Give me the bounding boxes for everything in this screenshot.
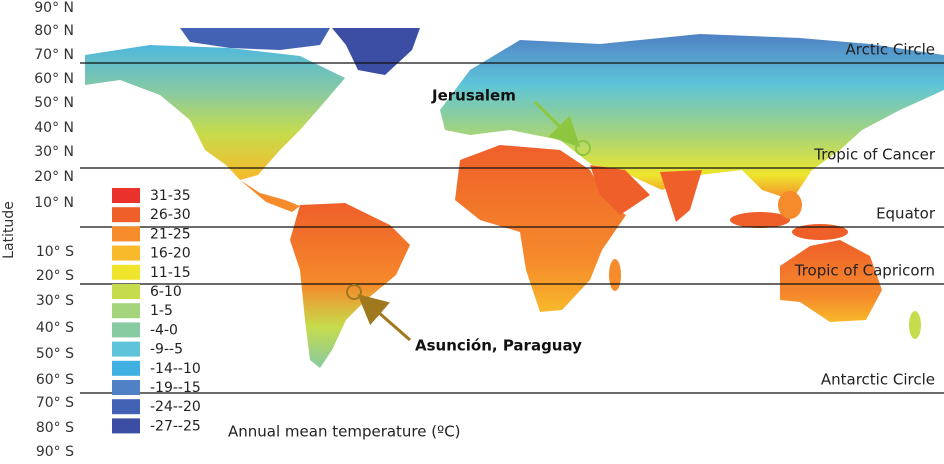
latitude-label: 70° S xyxy=(36,395,74,411)
latitude-label: 80° N xyxy=(34,23,74,39)
reference-line-label: Tropic of Cancer xyxy=(813,146,936,164)
legend-swatch xyxy=(112,360,140,376)
legend-swatch xyxy=(112,188,140,203)
latitude-labels: 90° N 80° N 70° N 60° N 50° N 40° N 30° N 20° N… xyxy=(34,0,74,460)
latitude-label: 80° S xyxy=(36,420,74,436)
islands xyxy=(778,191,802,219)
axis-label: Latitude xyxy=(1,201,17,259)
latitude-label: 50° S xyxy=(36,346,74,362)
legend-swatch xyxy=(112,264,140,280)
annotation: Jerusalem xyxy=(431,87,516,105)
legend-label: 11-15 xyxy=(150,265,191,281)
latitude-label: 20° N xyxy=(34,169,74,185)
arrow xyxy=(357,294,411,342)
latitude-label: 50° N xyxy=(34,95,74,111)
reference-line-label: Equator xyxy=(876,205,936,223)
latitude-label: 40° S xyxy=(36,320,74,336)
latitude-label: 60° S xyxy=(36,372,74,388)
legend-swatch xyxy=(112,207,140,223)
latitude-label: 10° N xyxy=(34,195,74,211)
north-america xyxy=(85,45,345,180)
legend-title: Annual mean temperature (ºC) xyxy=(228,423,461,441)
latitude-label: 60° N xyxy=(34,71,74,87)
legend: 31-35 26-30 21-25 16-20 11-15 6-10 1-5 -4-0 -9--… xyxy=(112,188,201,434)
madagascar xyxy=(609,259,621,291)
reference-line-label: Arctic Circle xyxy=(845,41,935,59)
arctic-islands xyxy=(180,28,330,50)
latitude-label: 30° S xyxy=(36,293,74,309)
latitude-label: 10° S xyxy=(36,244,74,260)
location-marker xyxy=(575,140,591,156)
legend-label: 1-5 xyxy=(150,303,173,319)
legend-label: 21-25 xyxy=(150,226,191,242)
africa xyxy=(455,145,626,312)
arabia xyxy=(590,165,650,215)
legend-label: -4-0 xyxy=(150,322,178,338)
legend-swatch xyxy=(112,245,140,261)
legend-swatch xyxy=(112,284,140,299)
latitude-label: 40° N xyxy=(34,120,74,136)
islands xyxy=(730,212,790,228)
greenland xyxy=(332,28,420,75)
legend-swatch xyxy=(112,226,140,242)
latitude-label: 70° N xyxy=(34,47,74,63)
legend-label: 6-10 xyxy=(150,284,182,300)
latitude-label: 20° S xyxy=(36,268,74,284)
central-america xyxy=(240,180,300,212)
annotations: Jerusalem Asunción, Paraguay xyxy=(346,87,591,355)
legend-label: 26-30 xyxy=(150,207,191,223)
legend-label: -9--5 xyxy=(150,342,183,358)
latitude-label: 90° S xyxy=(36,444,74,460)
arrow xyxy=(533,100,581,148)
annotation: Asunción, Paraguay xyxy=(415,337,582,355)
legend-swatch xyxy=(112,418,140,434)
islands xyxy=(792,224,848,240)
reference-line-label: Antarctic Circle xyxy=(821,371,935,389)
legend-label: -27--25 xyxy=(150,418,201,434)
latitude-label: 30° N xyxy=(34,144,74,160)
legend-label: -24--20 xyxy=(150,399,201,415)
latitude-label: 90° N xyxy=(34,0,74,16)
reference-lines: Arctic Circle Tropic of Cancer Equator Trop… xyxy=(80,41,944,394)
eurasia xyxy=(440,34,944,200)
legend-swatch xyxy=(112,380,140,395)
india xyxy=(660,170,702,222)
legend-label: -19--15 xyxy=(150,380,201,396)
reference-line-label: Tropic of Capricorn xyxy=(794,262,935,280)
landmasses xyxy=(85,28,944,368)
new-zealand xyxy=(909,311,921,339)
legend-swatch xyxy=(112,399,140,415)
australia xyxy=(780,240,882,322)
legend-swatch xyxy=(112,341,140,357)
legend-label: 31-35 xyxy=(150,188,191,204)
legend-swatch xyxy=(112,322,140,338)
legend-label: 16-20 xyxy=(150,246,191,262)
legend-swatch xyxy=(112,303,140,319)
location-marker xyxy=(346,284,362,300)
legend-label: -14--10 xyxy=(150,361,201,377)
